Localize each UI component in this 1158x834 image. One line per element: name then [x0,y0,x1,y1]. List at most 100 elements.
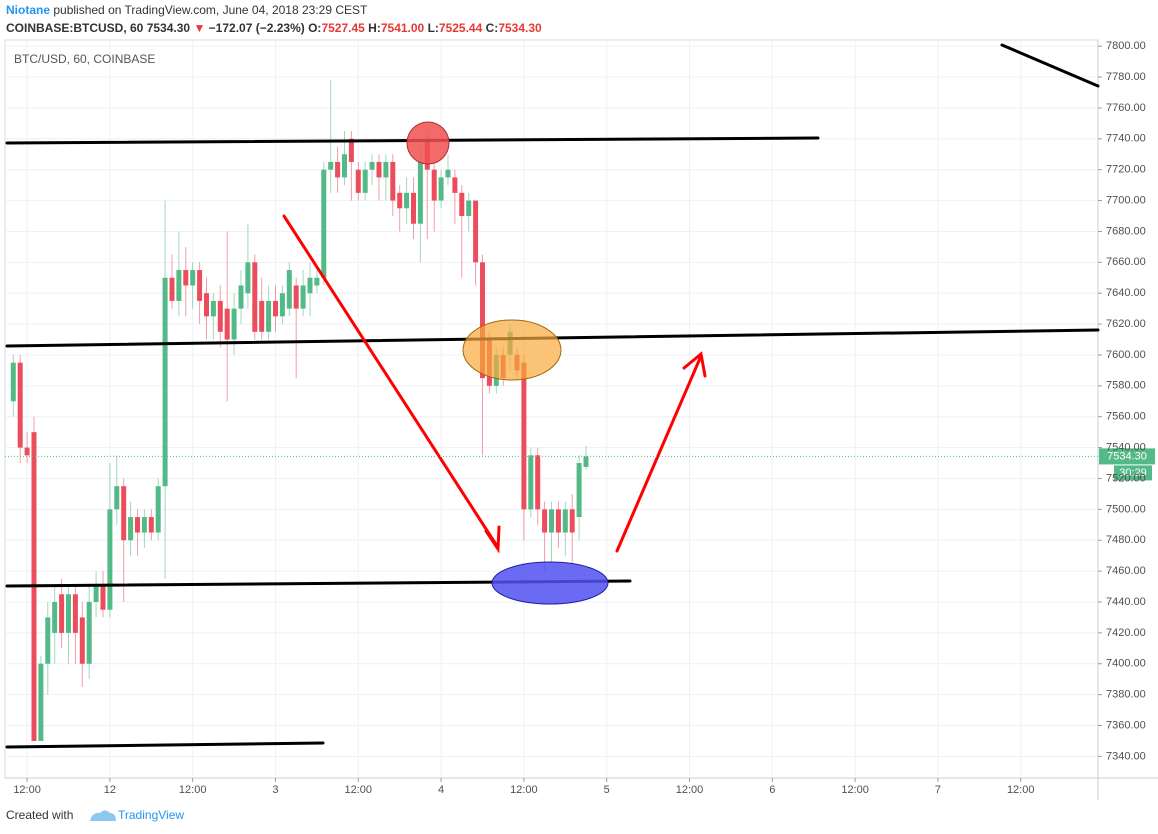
countdown-label: 30:29 [1119,467,1147,479]
highlight-circle [406,121,450,165]
candle-body [445,169,451,178]
header-line: Niotane published on TradingView.com, Ju… [6,3,368,17]
candle-body [521,362,527,510]
x-tick-label: 12:00 [510,784,538,796]
open: 7527.45 [321,21,365,35]
candle-body [245,262,251,294]
candle-body [576,463,582,518]
candle-body [452,177,458,193]
y-tick-label: 7500.00 [1106,503,1146,515]
candle-body [383,161,389,178]
author[interactable]: Niotane [6,3,50,17]
candle-body [203,293,209,317]
y-tick-label: 7620.00 [1106,318,1146,330]
x-tick-label: 4 [438,784,444,796]
candle-body [535,455,541,510]
candle-body [569,509,575,533]
candle-body [238,285,244,309]
y-tick-label: 7680.00 [1106,225,1146,237]
candle-body [300,285,306,309]
c-label: C: [486,21,499,35]
change: −172.07 (−2.23%) [209,21,305,35]
symbol: COINBASE:BTCUSD, 60 [6,21,144,35]
candle-body [555,509,561,533]
candle-body [162,277,168,487]
logo [90,810,116,821]
y-tick-label: 7580.00 [1106,380,1146,392]
candle-body [397,192,403,209]
o-label: O: [308,21,321,35]
candle-body [59,594,65,633]
x-tick-label: 12:00 [345,784,373,796]
candle-body [24,447,30,456]
y-tick-label: 7480.00 [1106,534,1146,546]
y-tick-label: 7380.00 [1106,689,1146,701]
chart-title: BTC/USD, 60, COINBASE [14,52,155,66]
candle-body [210,300,216,317]
x-tick-label: 12 [104,784,116,796]
footer-brand[interactable]: TradingView [118,808,184,822]
x-tick-label: 7 [935,784,941,796]
y-tick-label: 7740.00 [1106,133,1146,145]
plot-frame [4,39,1099,779]
candle-body [272,300,278,317]
candle-body [279,293,285,317]
countdown-box [1114,465,1152,481]
y-tick-label: 7600.00 [1106,349,1146,361]
y-tick-label: 7640.00 [1106,287,1146,299]
candle-body [328,161,334,170]
y-tick-label: 7340.00 [1106,750,1146,762]
candle-body [224,308,230,340]
x-tick-label: 12:00 [676,784,704,796]
candle-body [86,601,92,664]
candle-body [583,456,589,467]
candle-body [390,161,396,201]
x-tick-label: 6 [769,784,775,796]
candle-body [362,169,368,193]
quote-line: COINBASE:BTCUSD, 60 7534.30 ▼ −172.07 (−… [6,21,542,35]
high: 7541.00 [381,21,425,35]
candle-body [197,270,203,301]
y-tick-label: 7720.00 [1106,164,1146,176]
y-tick-label: 7560.00 [1106,411,1146,423]
candle-body [148,517,154,533]
footer-text: Created with [6,808,73,822]
grid [5,40,1098,778]
trend-line [5,741,325,749]
last-price-box [1099,448,1155,465]
candle-body [100,586,106,610]
last: 7534.30 [147,21,191,35]
y-tick-label: 7660.00 [1106,256,1146,268]
candle-body [321,169,327,278]
candle-body [128,517,134,541]
candle-body [562,509,568,533]
candle-body [466,200,472,217]
candle-body [369,161,375,170]
candle-body [293,285,299,309]
candle-body [155,486,161,533]
candle-body [355,169,361,193]
y-tick-label: 7780.00 [1106,71,1146,83]
candle-body [107,509,113,610]
x-tick-label: 12:00 [13,784,41,796]
x-tick-label: 12:00 [841,784,869,796]
x-tick-label: 12:00 [1007,784,1035,796]
candle-body [121,486,127,541]
x-tick-label: 3 [272,784,278,796]
candle-body [114,486,120,510]
candle-body [431,169,437,201]
candle-body [79,617,85,664]
candle-body [169,277,175,301]
last-price-label: 7534.30 [1107,450,1147,462]
x-tick-label: 12:00 [179,784,207,796]
candle-body [134,517,140,533]
arrow [282,214,499,548]
y-tick-label: 7360.00 [1106,719,1146,731]
highlight-ellipse [462,319,562,381]
published: published on TradingView.com, June 04, 2… [53,3,368,17]
candle-body [417,161,423,224]
candle-body [141,517,147,533]
arrow-head [484,525,501,554]
drawings [5,43,1100,749]
candle-body [266,300,272,332]
